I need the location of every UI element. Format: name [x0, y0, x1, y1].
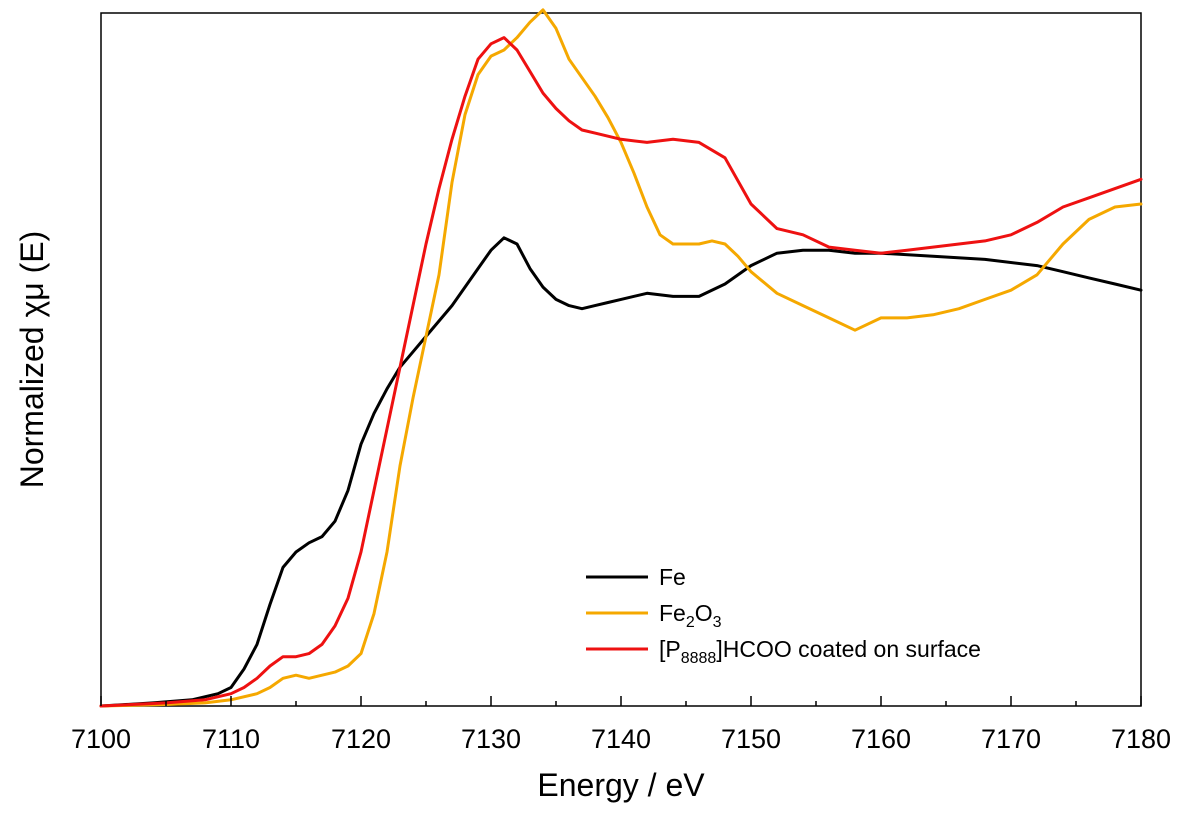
x-tick-label: 7170 — [981, 724, 1041, 754]
plot-frame — [100, 12, 1142, 707]
x-tick-label: 7160 — [851, 724, 911, 754]
legend-label-0: Fe — [659, 564, 686, 590]
x-tick-label: 7130 — [461, 724, 521, 754]
y-axis-title: Normalized χμ (E) — [14, 231, 50, 489]
x-tick-label: 7180 — [1111, 724, 1171, 754]
x-axis-title: Energy / eV — [537, 767, 705, 803]
x-tick-label: 7100 — [71, 724, 131, 754]
series-layer — [99, 8, 1143, 708]
series-line-0 — [99, 236, 1143, 708]
legend-label-2: [P8888]HCOO coated on surface — [659, 636, 981, 667]
series-line-2 — [99, 36, 1143, 708]
series-line-1 — [99, 8, 1143, 708]
x-tick-label: 7120 — [331, 724, 391, 754]
x-tick-label: 7140 — [591, 724, 651, 754]
legend-label-1: Fe2O3 — [659, 600, 722, 631]
legend: Fe Fe2O3 [P8888]HCOO coated on surface — [586, 564, 981, 667]
x-tick-label: 7150 — [721, 724, 781, 754]
ticks-layer: 7100 7110 7120 7130 7140 7150 7160 7170 7180 — [71, 696, 1171, 754]
x-tick-label: 7110 — [202, 724, 260, 754]
